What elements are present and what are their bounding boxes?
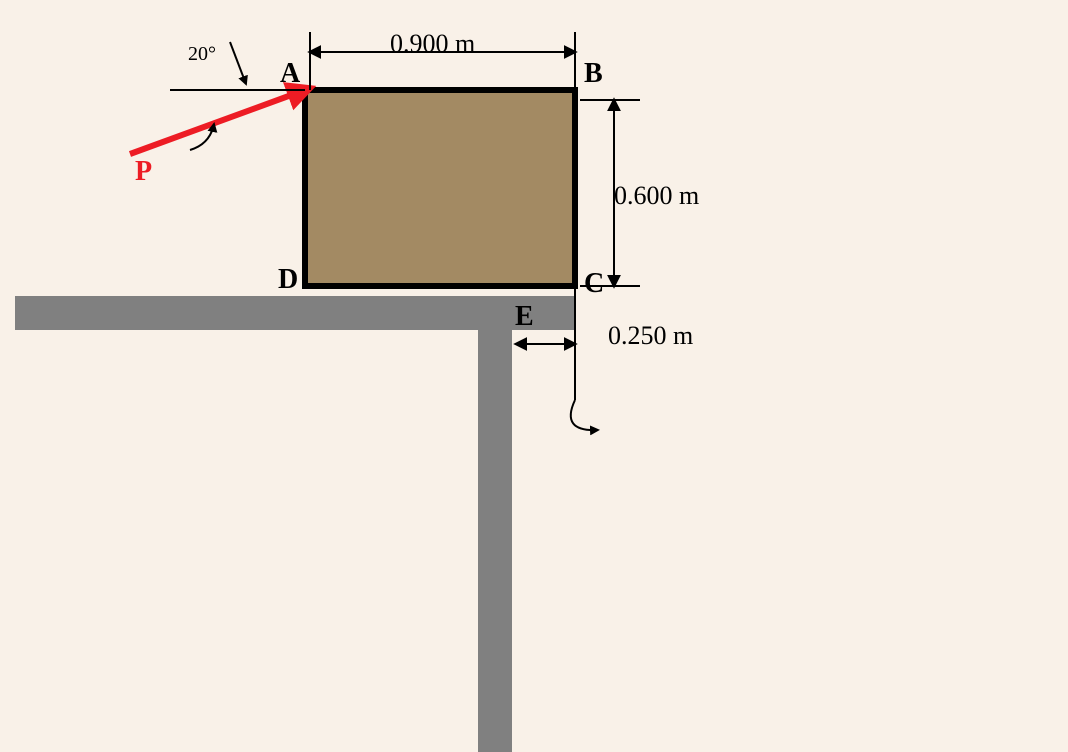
angle-tick	[230, 42, 246, 84]
label-E: E	[515, 301, 534, 332]
diagram-canvas: A B C D E P 20° 0.900 m 0.600 m 0.250 m	[0, 0, 1068, 752]
support-structure	[15, 296, 575, 752]
dim-overhang-leader	[571, 400, 598, 430]
label-B: B	[584, 58, 603, 89]
label-angle: 20°	[188, 43, 216, 65]
label-C: C	[584, 268, 604, 299]
block-rect	[305, 90, 575, 286]
label-dim-width: 0.900 m	[390, 29, 475, 58]
label-dim-overhang: 0.250 m	[608, 321, 693, 350]
label-dim-height: 0.600 m	[614, 181, 699, 210]
support-vertical	[478, 330, 512, 752]
label-A: A	[280, 58, 301, 89]
support-horizontal	[15, 296, 575, 330]
label-D: D	[278, 264, 298, 295]
force-p-arrow	[130, 90, 305, 154]
label-P: P	[135, 156, 152, 187]
